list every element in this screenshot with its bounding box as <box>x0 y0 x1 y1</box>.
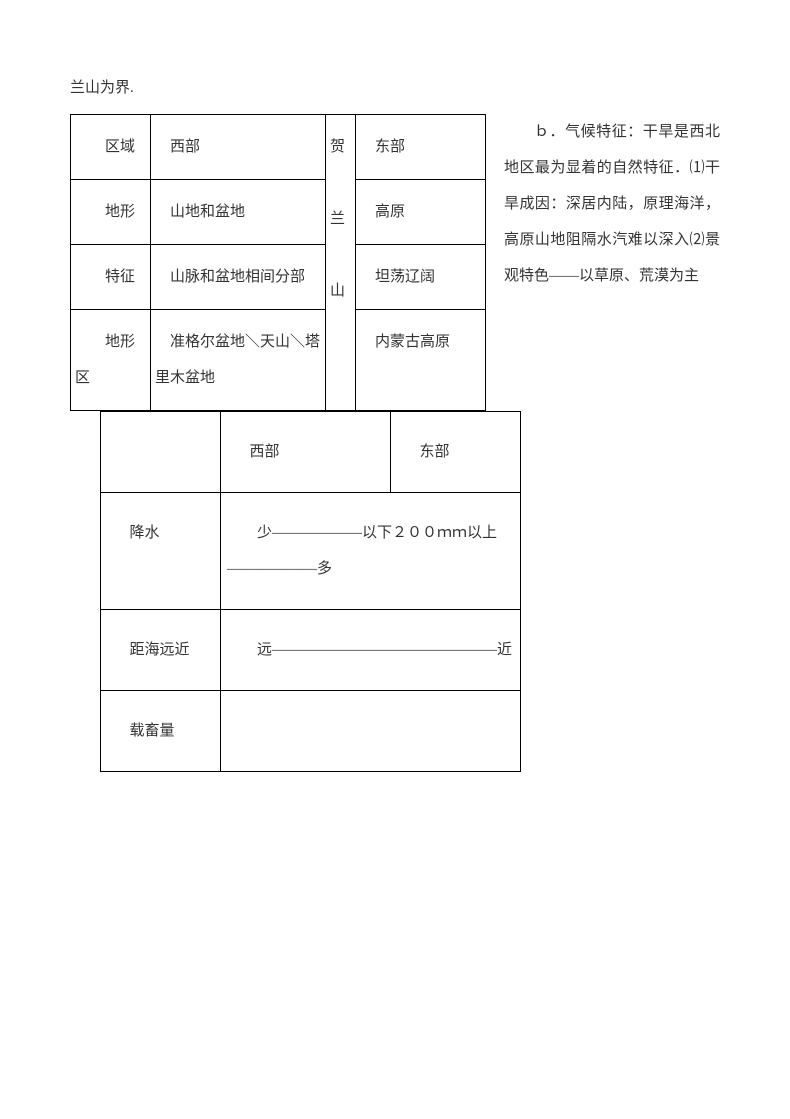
cell-east: 坦荡辽阔 <box>356 245 486 310</box>
row-value: 远———————————————近 <box>221 610 521 691</box>
row-value: 少——————以下２００ｍｍ以上——————多 <box>221 493 521 610</box>
cell-east: 东部 <box>356 115 486 180</box>
row-label: 载畜量 <box>101 691 221 772</box>
table-row: 降水 少——————以下２００ｍｍ以上——————多 <box>101 493 521 610</box>
cell-west: 山地和盆地 <box>151 180 326 245</box>
cell-west: 西部 <box>151 115 326 180</box>
table-row: 地形 山地和盆地 高原 <box>71 180 486 245</box>
comparison-table: 西部 东部 降水 少——————以下２００ｍｍ以上——————多 距海远近 远—… <box>100 411 521 772</box>
table-row: 地形区 准格尔盆地＼天山＼塔里木盆地 内蒙古高原 <box>71 310 486 411</box>
table-row: 区域 西部 贺兰山 东部 <box>71 115 486 180</box>
header-east: 东部 <box>391 412 521 493</box>
table-row: 特征 山脉和盆地相间分部 坦荡辽阔 <box>71 245 486 310</box>
middle-text: 贺兰山 <box>330 129 351 309</box>
table-row: 西部 东部 <box>101 412 521 493</box>
region-table: 区域 西部 贺兰山 东部 地形 山地和盆地 高原 特征 山脉和盆地相间分部 坦荡… <box>70 114 486 411</box>
row-label: 区域 <box>71 115 151 180</box>
intro-text: 兰山为界. <box>70 70 720 106</box>
row-label: 降水 <box>101 493 221 610</box>
row-label: 距海远近 <box>101 610 221 691</box>
header-west: 西部 <box>221 412 391 493</box>
cell-east: 高原 <box>356 180 486 245</box>
cell-west: 山脉和盆地相间分部 <box>151 245 326 310</box>
table-row: 距海远近 远———————————————近 <box>101 610 521 691</box>
lower-table-wrap: 西部 东部 降水 少——————以下２００ｍｍ以上——————多 距海远近 远—… <box>100 411 720 772</box>
row-value <box>221 691 521 772</box>
row-label: 特征 <box>71 245 151 310</box>
blank-cell <box>101 412 221 493</box>
middle-divider: 贺兰山 <box>326 115 356 411</box>
row-label: 地形区 <box>71 310 151 411</box>
table-row: 载畜量 <box>101 691 521 772</box>
row-label: 地形 <box>71 180 151 245</box>
side-paragraph: ｂ．气候特征：干旱是西北地区最为显着的自然特征．⑴干旱成因：深居内陆，原理海洋，… <box>486 114 720 294</box>
top-section: 区域 西部 贺兰山 东部 地形 山地和盆地 高原 特征 山脉和盆地相间分部 坦荡… <box>70 114 720 411</box>
cell-west: 准格尔盆地＼天山＼塔里木盆地 <box>151 310 326 411</box>
cell-east: 内蒙古高原 <box>356 310 486 411</box>
